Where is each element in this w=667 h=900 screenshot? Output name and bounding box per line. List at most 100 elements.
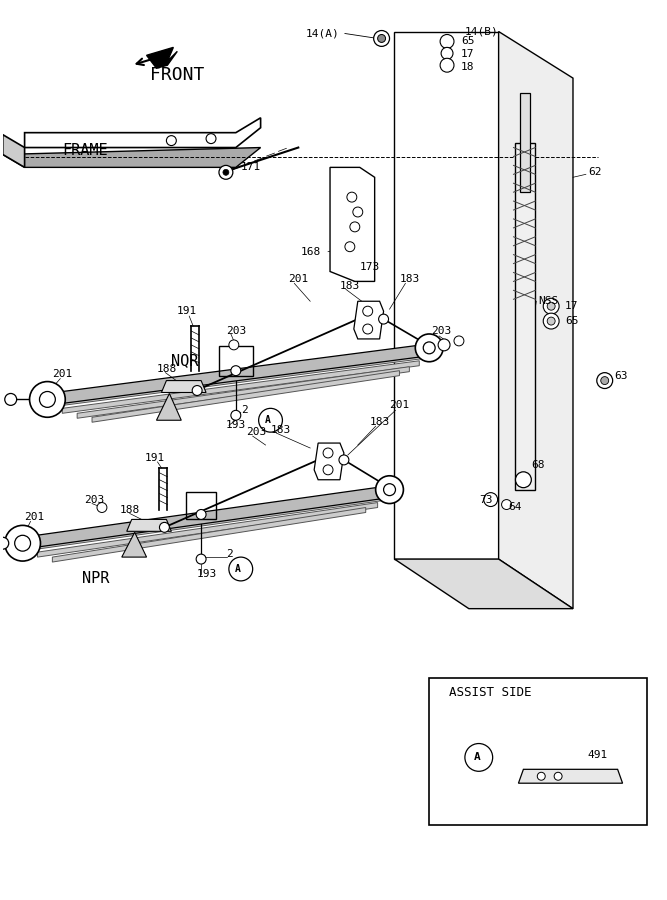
Circle shape: [206, 134, 216, 144]
Text: 203: 203: [245, 428, 266, 437]
Text: 18: 18: [461, 62, 474, 72]
Circle shape: [231, 365, 241, 375]
Text: A: A: [235, 564, 241, 574]
Text: 173: 173: [360, 262, 380, 272]
Text: 171: 171: [241, 162, 261, 173]
Polygon shape: [47, 353, 429, 408]
Circle shape: [223, 169, 229, 176]
Polygon shape: [330, 167, 375, 282]
Circle shape: [345, 242, 355, 252]
Circle shape: [416, 334, 443, 362]
Circle shape: [484, 492, 498, 507]
Circle shape: [384, 483, 396, 496]
Text: 491: 491: [588, 751, 608, 760]
Text: 2: 2: [241, 405, 247, 415]
Circle shape: [0, 537, 9, 549]
Circle shape: [438, 339, 450, 351]
Circle shape: [363, 324, 373, 334]
Circle shape: [353, 207, 363, 217]
Text: 2: 2: [226, 549, 233, 559]
Text: 193: 193: [226, 420, 246, 430]
Circle shape: [166, 136, 176, 146]
Text: 193: 193: [197, 569, 217, 579]
Circle shape: [39, 392, 55, 408]
Circle shape: [229, 557, 253, 580]
Text: 63: 63: [614, 371, 628, 381]
Circle shape: [97, 502, 107, 512]
Circle shape: [424, 342, 435, 354]
Text: 203: 203: [226, 326, 246, 336]
Circle shape: [231, 410, 241, 420]
Circle shape: [229, 340, 239, 350]
Text: 65: 65: [565, 316, 578, 326]
Circle shape: [516, 472, 532, 488]
Polygon shape: [47, 344, 429, 405]
Text: 191: 191: [176, 306, 197, 316]
Circle shape: [5, 526, 41, 561]
Polygon shape: [3, 135, 25, 167]
Text: 168: 168: [300, 247, 321, 256]
Circle shape: [192, 385, 202, 395]
Polygon shape: [37, 502, 378, 557]
Circle shape: [323, 465, 333, 475]
Circle shape: [374, 31, 390, 47]
Text: FRAME: FRAME: [62, 143, 108, 158]
Circle shape: [15, 536, 31, 551]
Polygon shape: [518, 770, 622, 783]
Text: 201: 201: [390, 400, 410, 410]
Polygon shape: [127, 519, 171, 531]
Polygon shape: [394, 559, 573, 608]
Polygon shape: [520, 93, 530, 193]
Text: 191: 191: [145, 453, 165, 463]
Polygon shape: [122, 532, 147, 557]
Circle shape: [543, 298, 559, 314]
Circle shape: [441, 48, 453, 59]
Text: 65: 65: [461, 36, 474, 47]
Circle shape: [323, 448, 333, 458]
Circle shape: [547, 317, 555, 325]
Text: 14(B): 14(B): [465, 26, 499, 37]
Polygon shape: [394, 32, 499, 559]
Circle shape: [538, 772, 545, 780]
Text: 201: 201: [25, 512, 45, 522]
Text: 201: 201: [53, 369, 73, 379]
Circle shape: [339, 455, 349, 465]
Text: FRONT: FRONT: [149, 66, 204, 84]
Circle shape: [196, 554, 206, 564]
Text: NPR: NPR: [82, 572, 109, 587]
Text: 188: 188: [120, 505, 140, 515]
Polygon shape: [53, 508, 366, 562]
Polygon shape: [354, 302, 384, 339]
Circle shape: [159, 522, 169, 532]
Polygon shape: [516, 142, 536, 490]
Circle shape: [347, 193, 357, 202]
Circle shape: [597, 373, 613, 389]
Polygon shape: [47, 346, 429, 400]
Text: 68: 68: [532, 460, 545, 470]
Text: ASSIST SIDE: ASSIST SIDE: [449, 687, 532, 699]
Polygon shape: [3, 148, 261, 167]
Circle shape: [502, 500, 512, 509]
Circle shape: [440, 34, 454, 49]
Text: 17: 17: [565, 302, 578, 311]
Circle shape: [259, 409, 282, 432]
Circle shape: [29, 382, 65, 418]
Text: 201: 201: [288, 274, 309, 284]
Circle shape: [219, 166, 233, 179]
Text: 183: 183: [271, 425, 291, 436]
Text: 203: 203: [431, 326, 452, 336]
Text: A: A: [265, 415, 270, 425]
Circle shape: [554, 772, 562, 780]
Text: A: A: [474, 752, 480, 762]
Circle shape: [363, 306, 373, 316]
Polygon shape: [157, 393, 181, 420]
Polygon shape: [499, 32, 573, 608]
Text: 62: 62: [588, 167, 602, 177]
Text: 183: 183: [400, 274, 420, 284]
Text: 183: 183: [340, 282, 360, 292]
Circle shape: [547, 302, 555, 310]
Polygon shape: [25, 118, 261, 148]
Polygon shape: [62, 361, 420, 413]
Text: 188: 188: [157, 364, 177, 374]
Circle shape: [465, 743, 493, 771]
